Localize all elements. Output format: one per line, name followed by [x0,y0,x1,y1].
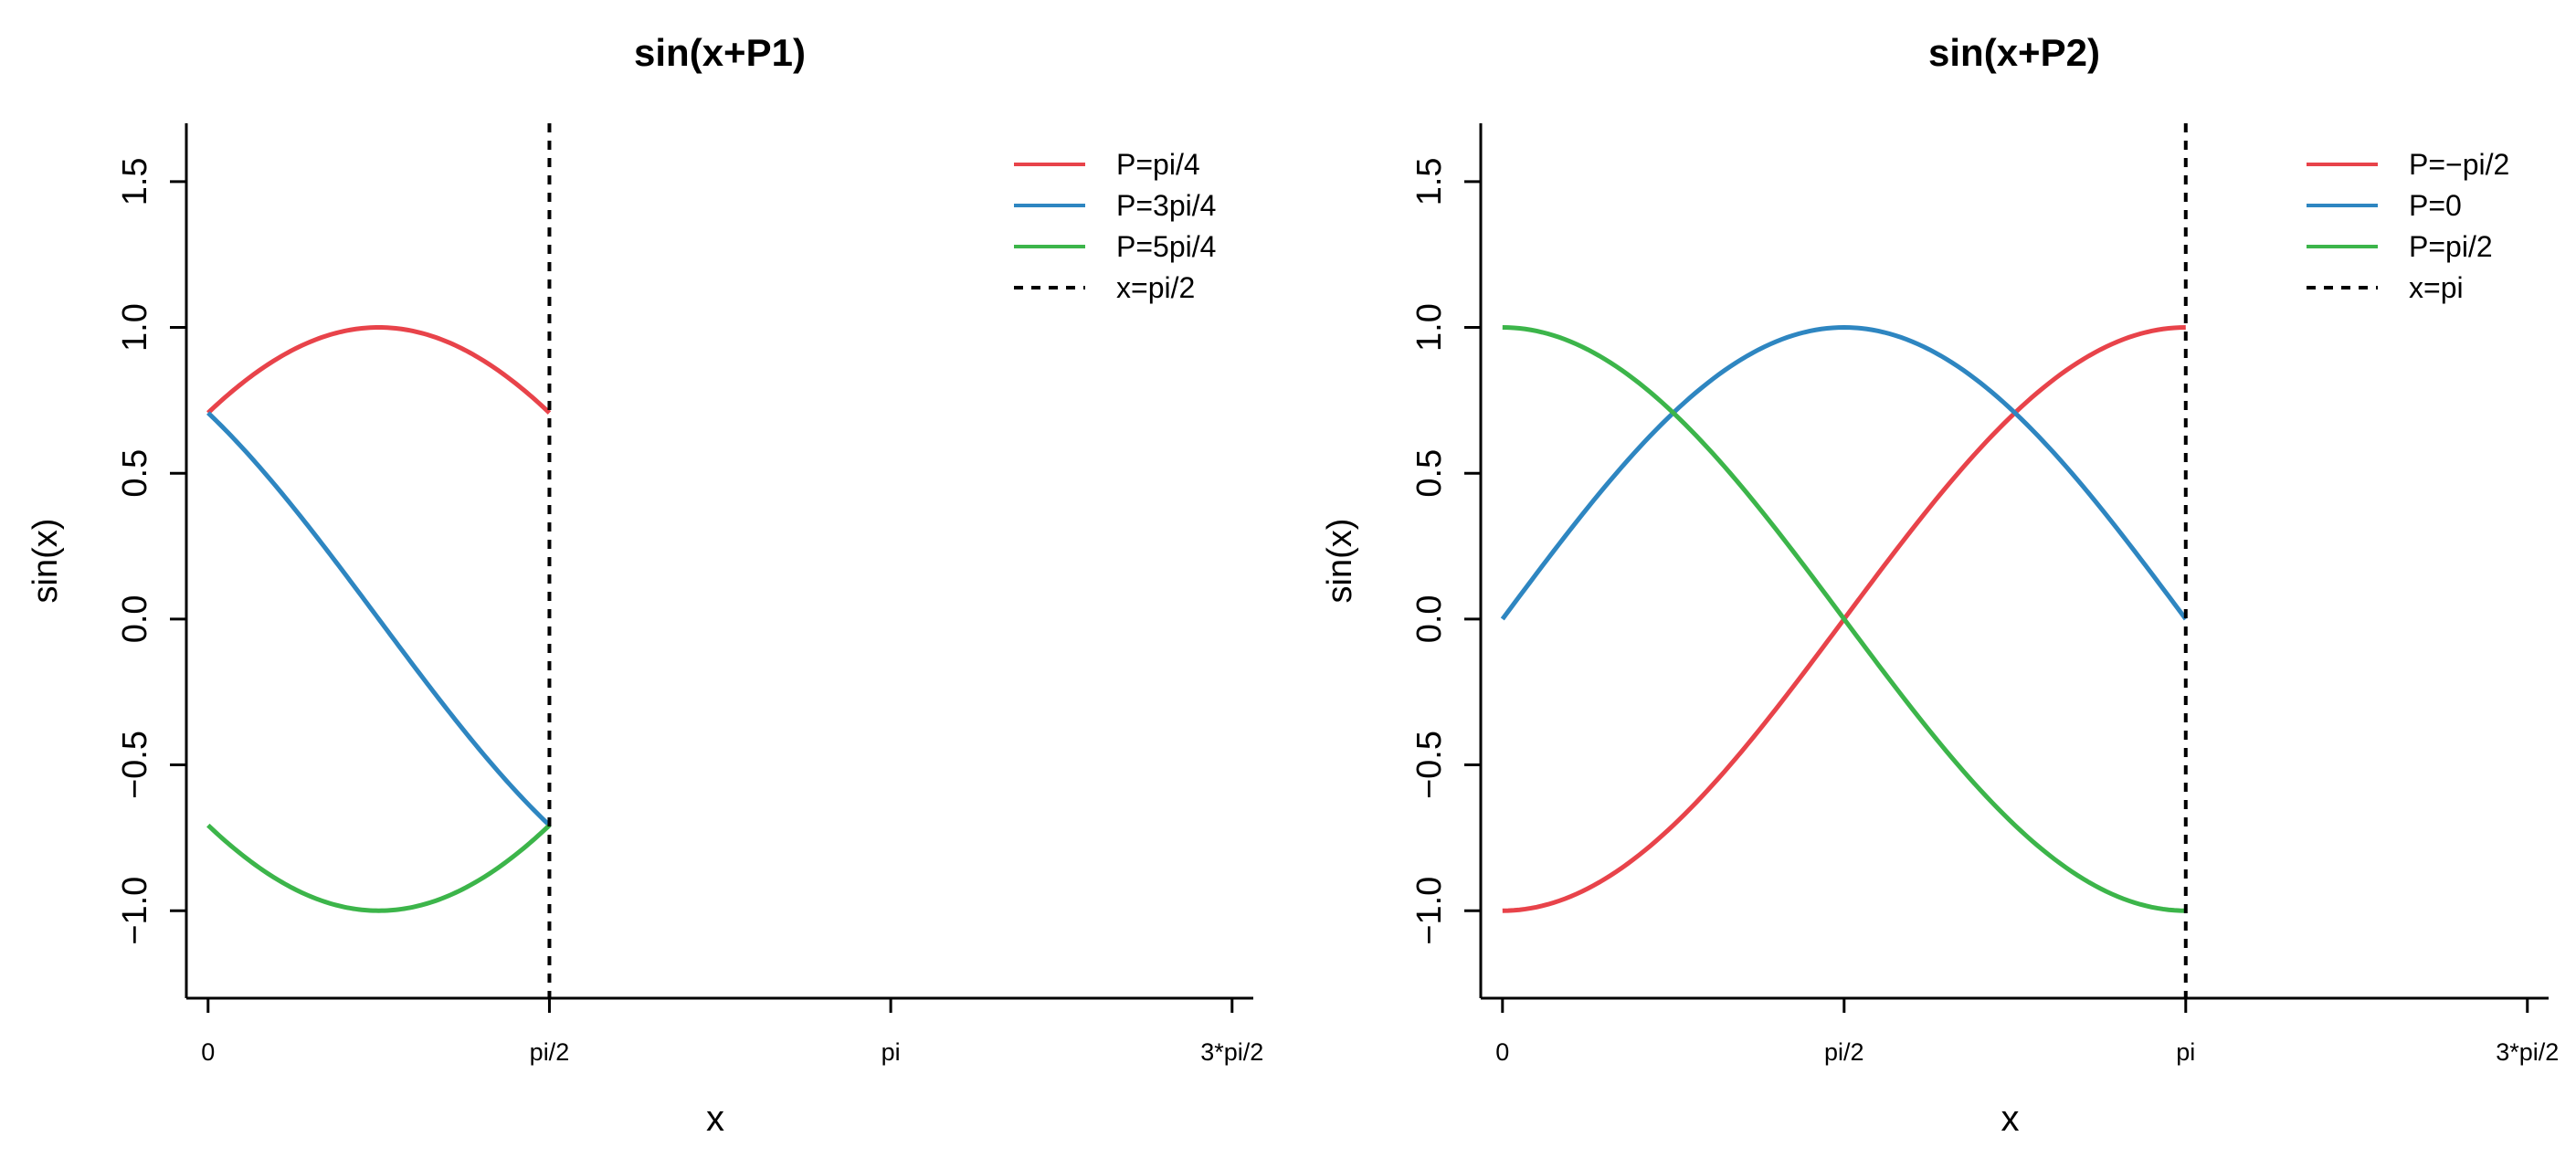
chart-title: sin(x+P2) [1928,31,2100,74]
legend-label: P=3pi/4 [1116,189,1216,222]
legend-label: x=pi [2409,271,2464,304]
legend-label: x=pi/2 [1116,271,1195,304]
legend-label: P=−pi/2 [2409,148,2509,181]
y-tick-label: 0.0 [1410,595,1449,643]
series-line-2 [206,411,552,827]
series-line-1 [206,325,552,415]
chart-title: sin(x+P1) [634,31,806,74]
y-tick-label: 1.5 [116,157,154,205]
y-tick-label: −1.0 [1410,877,1449,945]
y-tick-label: 0.5 [116,449,154,498]
y-tick-label: −1.0 [116,877,154,945]
y-tick-label: 1.0 [1410,303,1449,352]
series-line-3 [206,823,552,913]
x-tick-label: 0 [1495,1038,1509,1066]
y-tick-label: 0.5 [1410,449,1449,498]
legend: P=−pi/2 P=0 P=pi/2 x=pi [2307,148,2509,304]
x-tick-label: pi [2176,1038,2195,1066]
y-tick-label: 0.0 [116,595,154,643]
legend-label: P=pi/4 [1116,148,1200,181]
y-tick-label: −0.5 [1410,731,1449,799]
y-tick-label: 1.0 [116,303,154,352]
x-axis-label: x [706,1099,724,1139]
x-tick-label: pi [882,1038,901,1066]
legend-label: P=pi/2 [2409,230,2493,263]
x-tick-label: 3*pi/2 [1200,1038,1263,1066]
chart-panel-1: sin(x+P1) −1.0 −0.5 0.0 0.5 1.0 1.5 0 pi/2 pi 3*pi… [26,31,1263,1139]
series-line-2 [1500,325,2188,621]
x-tick-label: pi/2 [1824,1038,1864,1066]
legend-label: P=5pi/4 [1116,230,1216,263]
x-tick-label: pi/2 [530,1038,570,1066]
y-tick-label: −0.5 [116,731,154,799]
x-tick-label: 3*pi/2 [2496,1038,2559,1066]
chart-panel-2: sin(x+P2) −1.0 −0.5 0.0 0.5 1.0 1.5 0 pi/2 pi 3*pi… [1321,31,2559,1139]
series-line-3 [1502,325,2186,913]
legend-label: P=0 [2409,189,2462,222]
legend: P=pi/4 P=3pi/4 P=5pi/4 x=pi/2 [1014,148,1216,304]
x-axis-label: x [2001,1099,2020,1139]
y-axis-label: sin(x) [1321,519,1359,604]
y-axis-label: sin(x) [26,519,65,604]
y-tick-label: 1.5 [1410,157,1449,205]
x-tick-label: 0 [201,1038,215,1066]
